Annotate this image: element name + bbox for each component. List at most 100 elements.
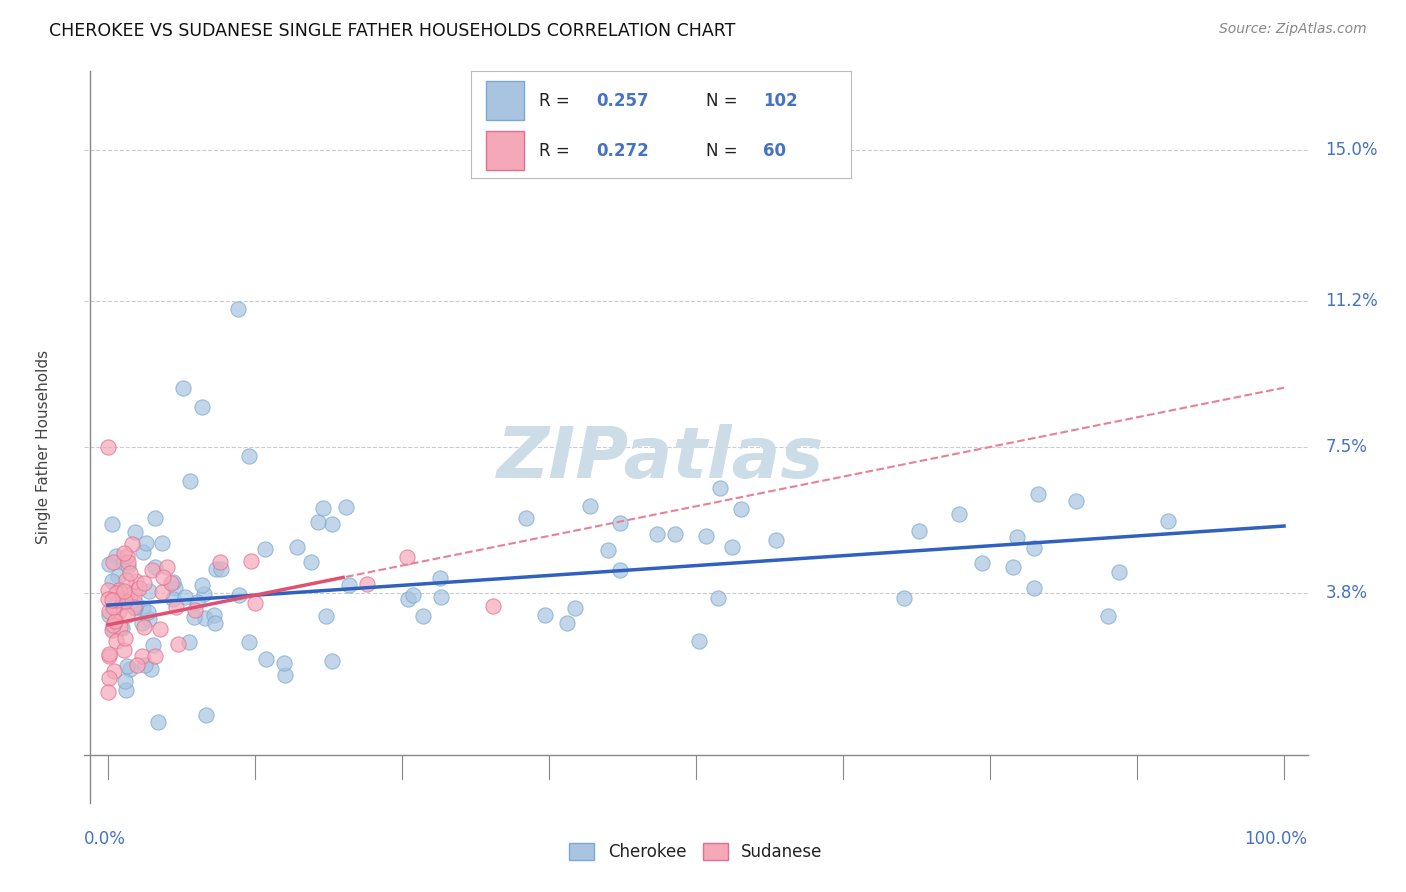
Point bbox=[115, 549, 138, 563]
Point bbox=[149, 622, 172, 636]
Text: Single Father Households: Single Father Households bbox=[35, 350, 51, 544]
Point bbox=[104, 614, 127, 628]
Point bbox=[356, 577, 378, 591]
Point bbox=[321, 516, 343, 531]
Point bbox=[110, 620, 132, 634]
Point bbox=[134, 657, 156, 672]
Point bbox=[238, 449, 260, 463]
Point bbox=[103, 665, 125, 679]
Point bbox=[131, 616, 153, 631]
Point bbox=[402, 588, 425, 602]
Point bbox=[120, 566, 142, 581]
Point bbox=[112, 555, 135, 569]
Point bbox=[150, 536, 173, 550]
Point bbox=[101, 556, 124, 570]
Point bbox=[138, 612, 160, 626]
Point bbox=[107, 604, 129, 618]
Point bbox=[228, 588, 250, 602]
Point bbox=[228, 301, 250, 316]
Point bbox=[238, 635, 260, 649]
Point bbox=[396, 591, 419, 606]
Point bbox=[118, 661, 141, 675]
Point bbox=[307, 516, 329, 530]
Point bbox=[1064, 494, 1087, 508]
Point bbox=[162, 575, 184, 590]
Point bbox=[98, 649, 121, 664]
Point bbox=[165, 599, 187, 614]
Point bbox=[98, 647, 121, 661]
Point bbox=[101, 593, 124, 607]
Point bbox=[609, 564, 631, 578]
Point bbox=[122, 590, 145, 604]
Text: 0.0%: 0.0% bbox=[84, 830, 127, 848]
Point bbox=[138, 584, 160, 599]
Point bbox=[202, 607, 225, 622]
Point bbox=[132, 545, 155, 559]
Point bbox=[395, 550, 418, 565]
Point bbox=[183, 610, 205, 624]
Point bbox=[101, 624, 124, 638]
Point bbox=[114, 593, 136, 607]
Point bbox=[128, 581, 150, 595]
Point bbox=[274, 668, 297, 682]
Point bbox=[163, 582, 186, 596]
Point bbox=[1157, 514, 1180, 528]
Point bbox=[179, 474, 201, 488]
Point bbox=[136, 605, 159, 619]
Point bbox=[97, 440, 120, 454]
Point bbox=[101, 617, 124, 632]
Point bbox=[135, 536, 157, 550]
Point bbox=[101, 600, 124, 615]
Point bbox=[143, 560, 166, 574]
Point bbox=[299, 555, 322, 569]
Point bbox=[114, 546, 136, 560]
Point bbox=[664, 527, 686, 541]
Point bbox=[1022, 581, 1045, 595]
Point bbox=[908, 524, 931, 538]
Point bbox=[125, 574, 148, 589]
Point bbox=[1005, 530, 1028, 544]
Point bbox=[97, 604, 120, 618]
Point bbox=[645, 526, 668, 541]
Point bbox=[315, 608, 337, 623]
Point bbox=[118, 588, 141, 602]
Point bbox=[1097, 608, 1119, 623]
Point bbox=[114, 632, 136, 646]
Point bbox=[131, 648, 153, 663]
Point bbox=[730, 501, 752, 516]
Point bbox=[160, 575, 183, 590]
Point bbox=[97, 591, 120, 606]
Point bbox=[412, 609, 434, 624]
Point bbox=[111, 621, 134, 635]
Point bbox=[132, 601, 155, 615]
Text: 11.2%: 11.2% bbox=[1326, 292, 1378, 310]
Point bbox=[191, 401, 214, 415]
Text: 100.0%: 100.0% bbox=[1244, 830, 1308, 848]
Text: CHEROKEE VS SUDANESE SINGLE FATHER HOUSEHOLDS CORRELATION CHART: CHEROKEE VS SUDANESE SINGLE FATHER HOUSE… bbox=[49, 22, 735, 40]
Point bbox=[194, 708, 217, 723]
Point bbox=[179, 634, 201, 648]
Point bbox=[101, 517, 124, 532]
Point bbox=[172, 381, 194, 395]
Point bbox=[152, 584, 174, 599]
Point bbox=[162, 591, 184, 606]
Point bbox=[184, 603, 207, 617]
Point bbox=[335, 500, 357, 514]
Point bbox=[127, 658, 149, 673]
Point bbox=[105, 633, 128, 648]
Point bbox=[98, 607, 121, 622]
Point bbox=[194, 611, 217, 625]
Point bbox=[339, 577, 361, 591]
Point bbox=[695, 529, 717, 543]
Point bbox=[105, 592, 128, 607]
Point bbox=[97, 582, 120, 597]
Point bbox=[143, 511, 166, 525]
Point bbox=[209, 562, 232, 576]
Point bbox=[893, 591, 915, 605]
Point bbox=[273, 656, 295, 670]
Legend: Cherokee, Sudanese: Cherokee, Sudanese bbox=[562, 836, 830, 868]
Point bbox=[564, 601, 586, 615]
Point bbox=[115, 573, 138, 587]
Point bbox=[254, 652, 277, 666]
Point bbox=[108, 582, 131, 597]
